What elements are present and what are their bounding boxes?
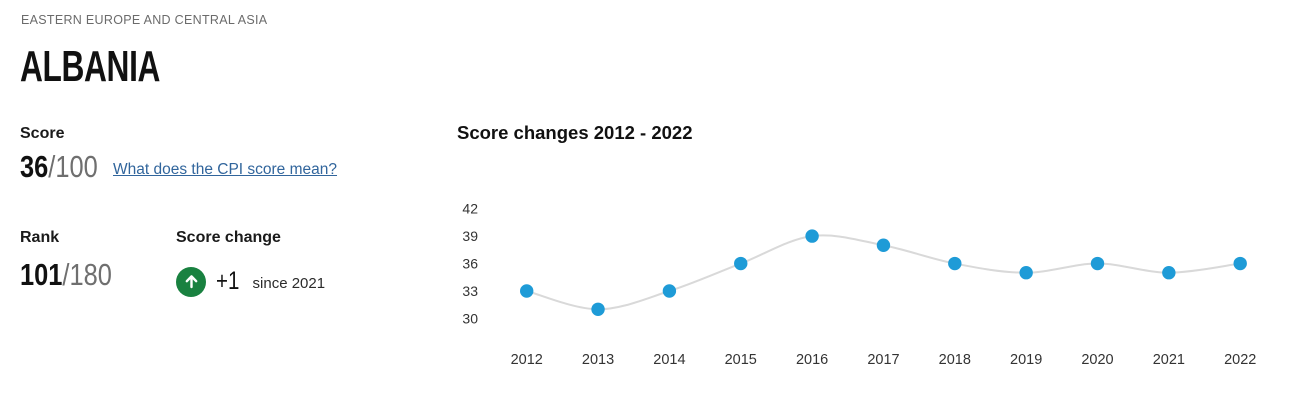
x-tick-label: 2018 (939, 352, 971, 368)
y-tick-label: 39 (462, 228, 478, 244)
region-label: EASTERN EUROPE AND CENTRAL ASIA (21, 13, 268, 27)
score-value-row: 36/100 (20, 151, 115, 182)
data-point (876, 238, 891, 252)
country-title-text: ALBANIA (20, 42, 161, 91)
data-point (805, 229, 819, 243)
rank-number: 101 (20, 257, 63, 292)
data-point (662, 284, 677, 298)
score-section-label: Score (20, 125, 65, 142)
chart-title: Score changes 2012 - 2022 (457, 122, 693, 143)
country-title: ALBANIA (20, 45, 214, 89)
x-tick-label: 2014 (653, 352, 685, 368)
score-change-section-label: Score change (176, 229, 281, 246)
data-point (520, 284, 534, 298)
score-line-chart: 30 33 36 39 42 2012 2013 2014 2015 2016 2017 2018 20… (462, 201, 1256, 368)
x-tick-label: 2022 (1224, 352, 1256, 368)
data-point (1090, 256, 1105, 271)
data-point (948, 256, 962, 271)
x-tick-label: 2021 (1153, 352, 1185, 368)
y-tick-label: 36 (462, 256, 478, 272)
x-tick-label: 2016 (796, 352, 828, 368)
data-point (1019, 266, 1033, 280)
score-change-badge (176, 266, 206, 297)
x-tick-label: 2013 (582, 352, 614, 368)
score-number: 36 (20, 149, 49, 184)
y-tick-label: 30 (462, 310, 478, 326)
score-change-since: since 2021 (252, 274, 326, 292)
y-tick-label: 33 (462, 283, 478, 299)
score-change-delta: +1 (216, 267, 240, 295)
rank-value-row: 101/180 (20, 259, 132, 290)
data-point (1162, 266, 1176, 280)
x-tick-label: 2017 (867, 352, 899, 368)
data-point (734, 256, 748, 271)
rank-denominator: /180 (62, 257, 112, 292)
up-arrow-icon (185, 275, 197, 289)
y-tick-label: 42 (462, 201, 478, 217)
score-change-row: +1 since 2021 (176, 266, 325, 297)
x-tick-label: 2020 (1081, 352, 1113, 368)
data-point (1233, 256, 1247, 271)
data-point (591, 302, 605, 316)
x-tick-label: 2019 (1010, 352, 1042, 368)
x-tick-label: 2012 (511, 352, 543, 368)
cpi-score-meaning-link[interactable]: What does the CPI score mean? (113, 161, 338, 178)
x-tick-label: 2015 (725, 352, 757, 368)
rank-section-label: Rank (20, 229, 60, 246)
score-denominator: /100 (48, 149, 98, 184)
